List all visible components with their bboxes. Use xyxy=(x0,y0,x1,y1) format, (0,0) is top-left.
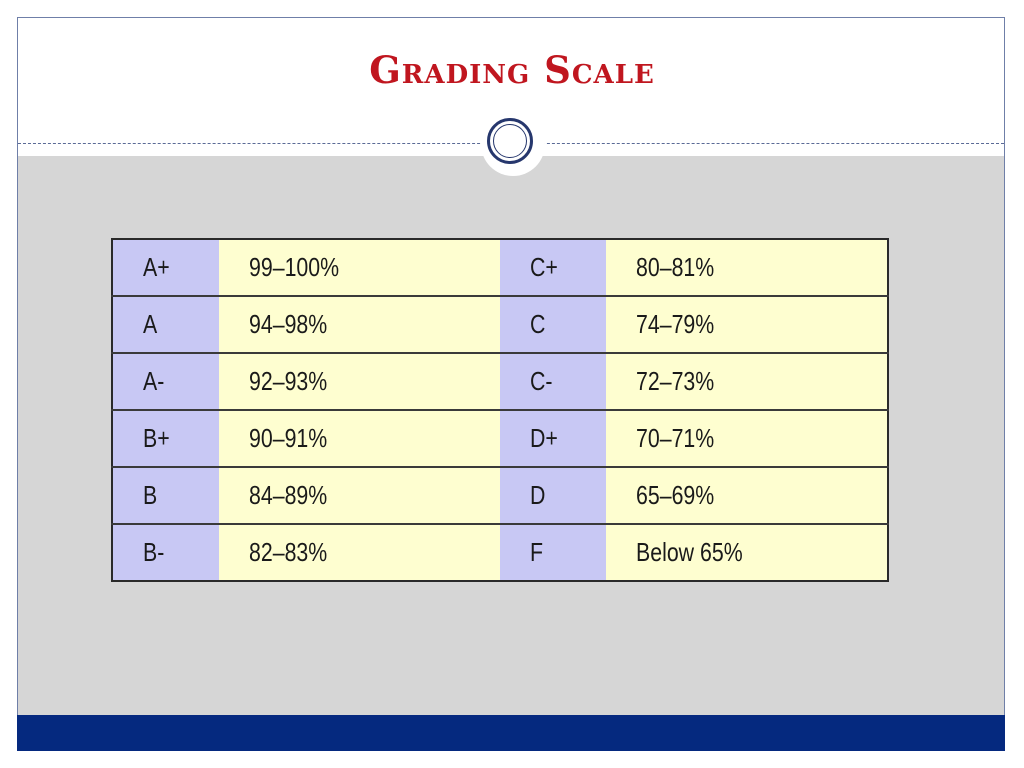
grade-cell: C+ xyxy=(499,239,606,297)
table-row: A+ 99–100% C+ 80–81% xyxy=(112,239,888,297)
circle-ornament-icon xyxy=(487,118,533,164)
range-cell: 65–69% xyxy=(605,467,888,525)
grade-cell: C- xyxy=(499,353,606,411)
range-cell: 84–89% xyxy=(218,467,500,525)
footer-bar xyxy=(17,715,1005,751)
grade-cell: A+ xyxy=(112,239,219,297)
range-cell: 82–83% xyxy=(218,524,500,581)
range-cell: 80–81% xyxy=(605,239,888,297)
slide-title: Grading Scale xyxy=(369,48,655,92)
range-cell: 74–79% xyxy=(605,296,888,354)
table-row: A- 92–93% C- 72–73% xyxy=(112,353,888,411)
grade-cell: A- xyxy=(112,353,219,411)
range-cell: 90–91% xyxy=(218,410,500,468)
grade-cell: D xyxy=(499,467,606,525)
range-cell: 94–98% xyxy=(218,296,500,354)
table-row: B 84–89% D 65–69% xyxy=(112,467,888,525)
range-cell: 70–71% xyxy=(605,410,888,468)
range-cell: 72–73% xyxy=(605,353,888,411)
grade-cell: B- xyxy=(112,524,219,581)
range-cell: 92–93% xyxy=(218,353,500,411)
grade-cell: B+ xyxy=(112,410,219,468)
grade-cell: C xyxy=(499,296,606,354)
range-cell: Below 65% xyxy=(605,524,888,581)
grade-cell: B xyxy=(112,467,219,525)
grading-scale-table: A+ 99–100% C+ 80–81% A 94–98% C 74–79% A… xyxy=(111,238,889,582)
grade-cell: D+ xyxy=(499,410,606,468)
range-cell: 99–100% xyxy=(218,239,500,297)
circle-ornament-inner xyxy=(493,124,527,158)
grade-cell: F xyxy=(499,524,606,581)
table-row: A 94–98% C 74–79% xyxy=(112,296,888,354)
table-row: B+ 90–91% D+ 70–71% xyxy=(112,410,888,468)
grade-cell: A xyxy=(112,296,219,354)
table-row: B- 82–83% F Below 65% xyxy=(112,524,888,581)
